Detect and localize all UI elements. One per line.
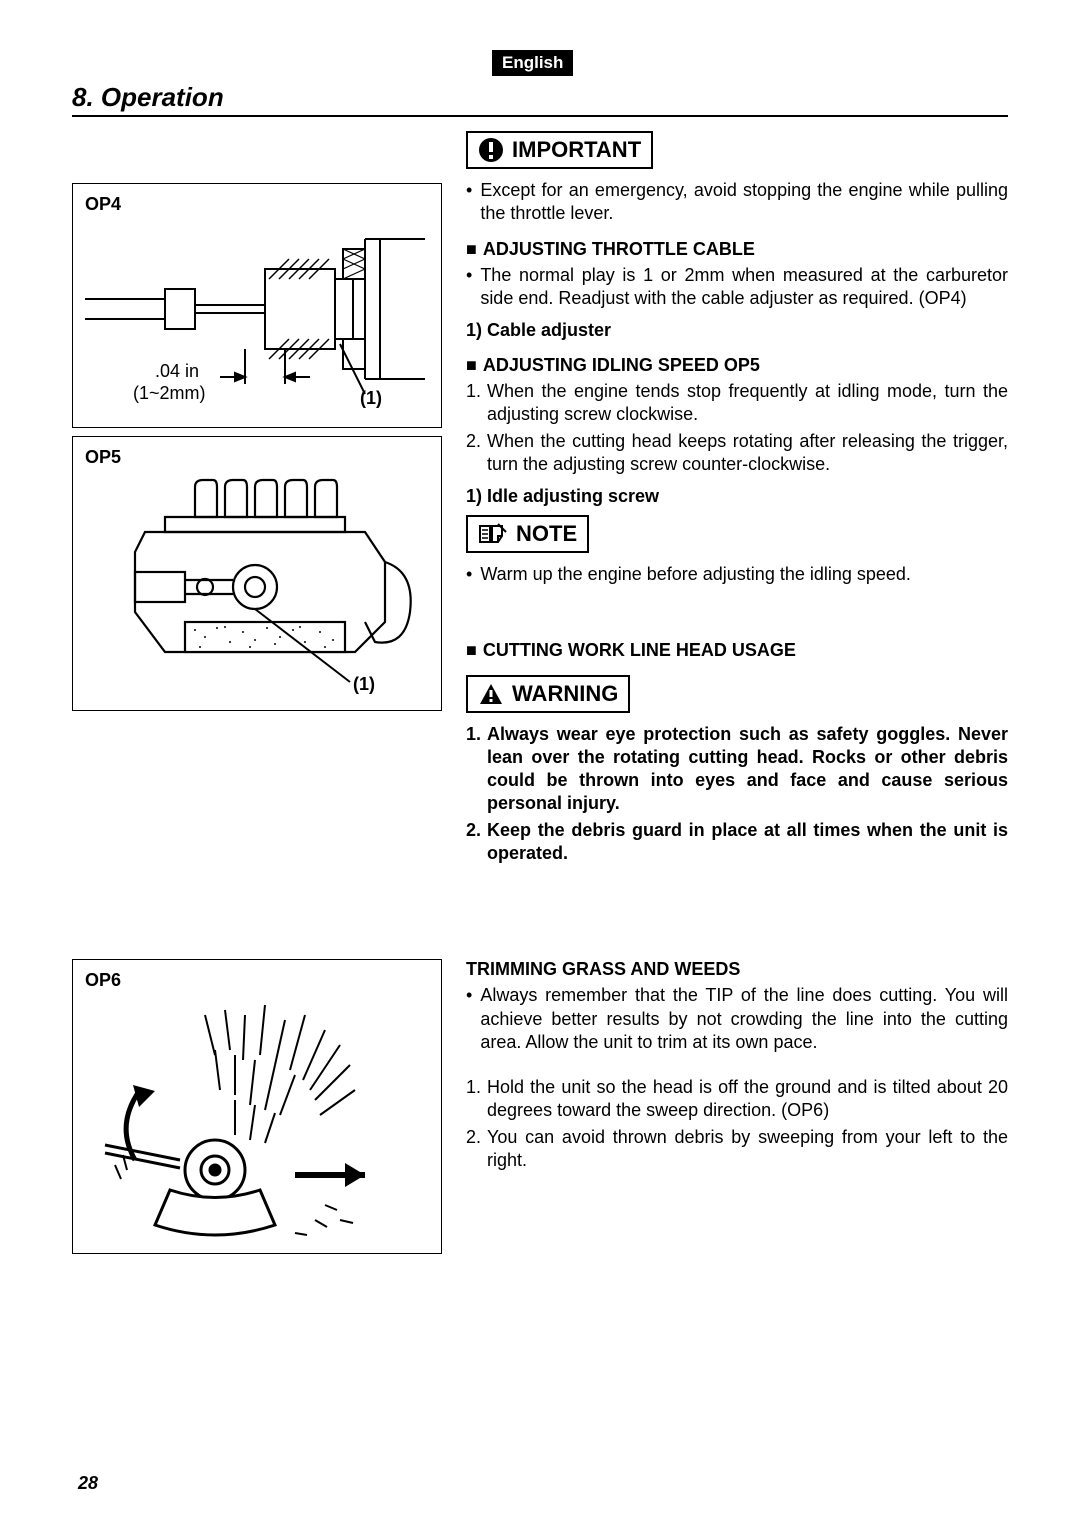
note-label: NOTE	[516, 521, 577, 547]
page-number: 28	[78, 1473, 98, 1494]
important-icon	[478, 137, 504, 163]
op5-diagram: (1)	[85, 472, 425, 702]
idling-item-1: 1.When the engine tends stop frequently …	[466, 380, 1008, 426]
figure-op4-label: OP4	[85, 194, 429, 215]
figure-op5-label: OP5	[85, 447, 429, 468]
trimming-bullet: Always remember that the TIP of the line…	[466, 984, 1008, 1053]
warning-label: WARNING	[512, 681, 618, 707]
heading-throttle: ADJUSTING THROTTLE CABLE	[466, 239, 1008, 260]
text-column: IMPORTANT Except for an emergency, avoid…	[466, 127, 1008, 869]
op4-callout-1: (1)	[360, 388, 382, 408]
heading-trimming: TRIMMING GRASS AND WEEDS	[466, 959, 1008, 980]
trimming-item-1: 1.Hold the unit so the head is off the g…	[466, 1076, 1008, 1122]
section-title: 8. Operation	[72, 82, 1008, 117]
idling-item-2: 2.When the cutting head keeps rotating a…	[466, 430, 1008, 476]
heading-cutting: CUTTING WORK LINE HEAD USAGE	[466, 640, 1008, 661]
important-label: IMPORTANT	[512, 137, 641, 163]
figure-op6: OP6	[72, 959, 442, 1254]
note-callout: NOTE	[466, 515, 589, 553]
language-badge: English	[492, 50, 573, 76]
op4-dim2: (1~2mm)	[133, 383, 206, 403]
op5-callout-1: (1)	[353, 674, 375, 694]
important-text: Except for an emergency, avoid stopping …	[466, 179, 1008, 225]
figure-op5: OP5	[72, 436, 442, 711]
important-callout: IMPORTANT	[466, 131, 653, 169]
warning-icon	[478, 682, 504, 706]
figures-column: OP4	[72, 127, 442, 869]
cable-adjuster-label: 1) Cable adjuster	[466, 320, 1008, 341]
warning-item-2: 2.Keep the debris guard in place at all …	[466, 819, 1008, 865]
op6-diagram	[85, 995, 425, 1245]
throttle-text: The normal play is 1 or 2mm when measure…	[466, 264, 1008, 310]
warning-callout: WARNING	[466, 675, 630, 713]
op4-diagram: .04 in (1~2mm) (1)	[85, 219, 425, 419]
heading-idling: ADJUSTING IDLING SPEED OP5	[466, 355, 1008, 376]
idle-screw-label: 1) Idle adjusting screw	[466, 486, 1008, 507]
figure-op6-label: OP6	[85, 970, 429, 991]
warning-item-1: 1.Always wear eye protection such as saf…	[466, 723, 1008, 815]
trimming-item-2: 2.You can avoid thrown debris by sweepin…	[466, 1126, 1008, 1172]
note-icon	[478, 522, 508, 546]
note-text: Warm up the engine before adjusting the …	[466, 563, 1008, 586]
figure-op4: OP4	[72, 183, 442, 428]
op4-dim1: .04 in	[155, 361, 199, 381]
